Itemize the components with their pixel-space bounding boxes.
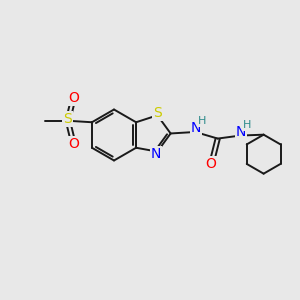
Text: H: H: [198, 116, 206, 127]
Text: O: O: [68, 91, 80, 105]
Text: S: S: [153, 106, 162, 120]
Text: N: N: [236, 125, 246, 139]
Text: H: H: [243, 120, 251, 130]
Text: N: N: [151, 147, 161, 161]
Text: O: O: [68, 137, 80, 151]
Text: O: O: [206, 157, 216, 171]
Text: S: S: [64, 112, 72, 126]
Text: N: N: [191, 121, 201, 135]
